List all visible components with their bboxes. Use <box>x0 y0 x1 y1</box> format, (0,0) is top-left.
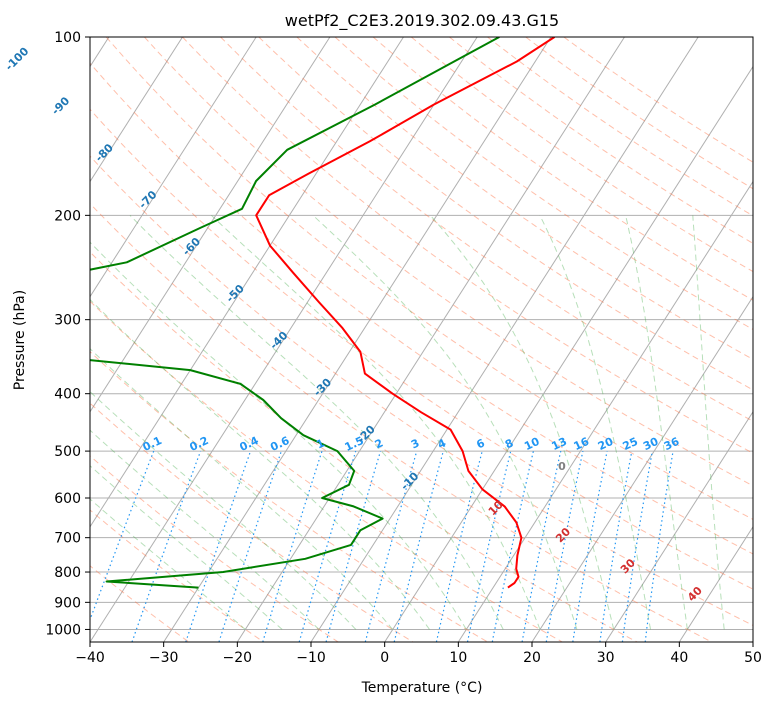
moist-adiabat <box>625 215 688 630</box>
dry-adiabat <box>258 37 753 391</box>
moist-adiabat <box>90 241 467 630</box>
moist-adiabat <box>312 214 578 630</box>
mixing-ratio-line <box>185 450 252 642</box>
moist-adiabat <box>90 465 283 630</box>
y-tick-label: 100 <box>54 30 81 46</box>
moist-adiabat <box>90 429 320 630</box>
isotherm-line <box>457 180 753 642</box>
x-tick-label: −40 <box>75 650 105 666</box>
isotherm-label: -100 <box>3 44 32 73</box>
x-tick-label: 0 <box>380 650 389 666</box>
mixing-ratio-line <box>325 450 382 642</box>
series-layer <box>90 37 556 589</box>
plot-background <box>90 37 753 642</box>
background-lines <box>90 37 753 642</box>
mixing-ratio-line <box>644 450 674 642</box>
mixing-ratio-line <box>218 450 282 642</box>
isotherm-label: -90 <box>49 94 72 117</box>
mixing-ratio-line <box>599 450 633 642</box>
y-axis-title: Pressure (hPa) <box>12 290 28 390</box>
dry-adiabat <box>372 37 753 301</box>
dry-adiabat <box>449 37 753 244</box>
moist-adiabat <box>129 214 504 630</box>
moist-adiabat <box>692 215 725 630</box>
dry-adiabat <box>90 62 753 555</box>
y-tick-label: 200 <box>54 208 81 224</box>
mixing-ratio-label: 16 <box>572 435 592 453</box>
isotherm-line <box>531 295 753 642</box>
x-tick-label: 10 <box>449 650 467 666</box>
dry-adiabat <box>144 37 753 487</box>
isotherm-line <box>90 37 257 298</box>
mixing-ratio-label: 30 <box>641 435 661 453</box>
dry-adiabat <box>90 350 488 642</box>
dry-adiabat <box>90 108 753 590</box>
isotherm-line <box>678 525 753 642</box>
mixing-ratio-label: 13 <box>550 435 569 453</box>
x-tick-label: 20 <box>523 650 541 666</box>
moist-adiabat <box>429 214 615 630</box>
isotherm-line <box>163 37 552 642</box>
x-axis: −40 −30 −20 −10 0 10 20 30 40 50 <box>75 642 762 666</box>
y-axis: 100 200 300 400 500 600 700 800 900 1000 <box>45 30 90 638</box>
moist-adiabat <box>90 391 357 630</box>
y-tick-label: 700 <box>54 531 81 547</box>
mixing-ratio-line <box>262 450 323 642</box>
mixing-ratio-label: 25 <box>621 435 640 453</box>
mixing-ratio-label: 36 <box>662 435 682 453</box>
moist-adiabat <box>211 214 541 630</box>
mixing-ratio-line <box>90 450 155 622</box>
isotherm-line <box>236 37 625 642</box>
x-tick-label: 50 <box>744 650 762 666</box>
dry-adiabat <box>90 251 638 642</box>
mixing-ratio-label: 10 <box>522 435 542 453</box>
isotherm-line <box>310 37 699 642</box>
moist-adiabat <box>539 215 651 630</box>
mixing-ratio-line <box>298 450 357 642</box>
x-tick-label: −20 <box>223 650 253 666</box>
x-tick-label: 30 <box>597 650 615 666</box>
isotherm-line <box>384 65 753 642</box>
mixing-ratio-line <box>521 450 562 642</box>
dry-adiabat <box>90 402 414 642</box>
isotherm-line <box>752 641 753 642</box>
series-dewpoint-line <box>90 37 500 589</box>
dry-adiabat <box>90 455 339 642</box>
mixing-ratio-label: 20 <box>596 435 616 453</box>
chart-title: wetPf2_C2E3.2019.302.09.43.G15 <box>285 11 559 31</box>
mixing-ratio-line <box>572 450 608 642</box>
x-axis-title: Temperature (°C) <box>361 680 483 696</box>
plot-frame <box>89 36 754 643</box>
dry-adiabat <box>487 37 753 217</box>
wet-bulb-zero-label: 0 <box>558 460 566 473</box>
x-tick-label: −10 <box>296 650 326 666</box>
y-tick-label: 500 <box>54 444 81 460</box>
x-tick-label: −30 <box>149 650 179 666</box>
y-tick-label: 800 <box>54 565 81 581</box>
dry-adiabat <box>90 300 563 642</box>
series-temperature-line <box>255 37 556 589</box>
y-tick-label: 900 <box>54 595 81 611</box>
y-tick-label: 400 <box>54 387 81 403</box>
isotherm-line <box>90 37 478 642</box>
dry-adiabat <box>563 37 753 163</box>
isotherm-line <box>90 37 183 183</box>
dry-adiabat <box>182 37 753 454</box>
y-tick-label: 1000 <box>45 622 81 638</box>
isotherm-line <box>90 37 331 413</box>
x-tick-label: 40 <box>670 650 688 666</box>
y-tick-label: 600 <box>54 491 81 507</box>
isotherm-line <box>605 410 753 642</box>
mixing-ratio-line <box>545 450 584 642</box>
isotherm-line <box>90 37 404 528</box>
y-tick-label: 300 <box>54 313 81 329</box>
dry-adiabat <box>296 37 753 360</box>
mixing-ratio-line <box>621 450 653 642</box>
dry-adiabat <box>105 37 753 520</box>
